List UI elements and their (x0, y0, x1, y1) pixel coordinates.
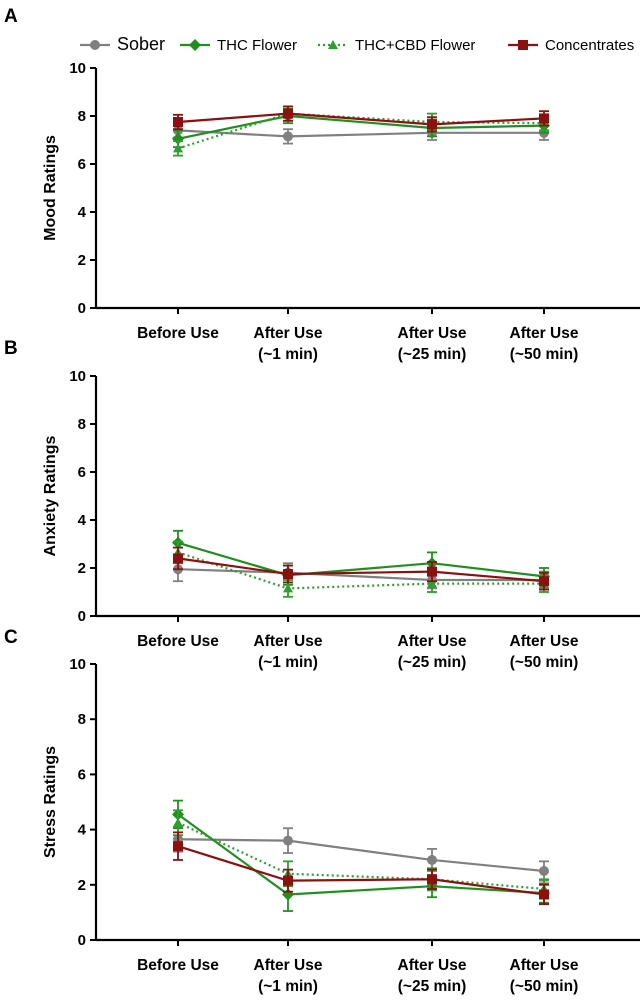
x-tick-label: Before Use (137, 325, 219, 342)
y-axis-label: Stress Ratings (42, 746, 59, 858)
series-line (177, 838, 545, 873)
series-concentrates (173, 546, 549, 591)
data-point (283, 875, 293, 886)
y-tick-label: 8 (78, 711, 86, 728)
series-line (177, 114, 545, 140)
data-point (173, 553, 183, 564)
data-point (283, 569, 293, 579)
x-tick-label: After Use (~1 min) (254, 633, 323, 671)
x-tick-label: After Use (~25 min) (398, 325, 467, 363)
y-tick-label: 4 (78, 512, 87, 529)
x-tick-label: After Use (~1 min) (254, 325, 323, 363)
legend-label: Concentrates (545, 37, 634, 54)
x-tick-label: After Use (~25 min) (398, 633, 467, 671)
legend-label: THC Flower (217, 37, 297, 54)
legend-label: Sober (117, 34, 165, 54)
legend-marker (328, 40, 338, 49)
legend-marker (518, 40, 528, 50)
panels: A 0 2 4 6 8 10 Mood Ratings Before Use After Use(… (4, 6, 640, 995)
series-line (177, 821, 545, 891)
series-thc-flower (172, 799, 550, 912)
x-tick-label: After Use (~25 min) (398, 957, 467, 995)
x-tick-label: After Use (~50 min) (510, 633, 579, 671)
y-tick-label: 8 (78, 416, 86, 433)
data-point (283, 108, 293, 119)
panel-b: B 0 2 4 6 8 10 Anxiety Ratings Before Use After U… (4, 338, 640, 671)
panel-a: A 0 2 4 6 8 10 Mood Ratings Before Use After Use(… (4, 6, 640, 363)
x-tick-label: After Use (~50 min) (510, 957, 579, 995)
y-tick-label: 0 (78, 932, 86, 949)
x-tick-label: Before Use (137, 633, 219, 650)
y-tick-label: 10 (69, 368, 86, 385)
series-thc-cbd-flower (173, 809, 549, 900)
data-point (427, 874, 437, 885)
series-line (177, 845, 545, 896)
series-thc-cbd-flower (173, 105, 549, 157)
series-thc-flower (172, 107, 550, 149)
data-point (283, 835, 293, 846)
series-line (177, 112, 545, 150)
panel-letter: C (4, 627, 18, 648)
y-tick-label: 2 (78, 877, 86, 894)
series-sober (173, 825, 549, 882)
data-point (173, 117, 183, 127)
y-axis-label: Anxiety Ratings (42, 435, 59, 556)
legend: Sober THC Flower THC+CBD Flower Concentrate… (80, 34, 634, 54)
y-tick-label: 6 (78, 464, 86, 481)
data-point (539, 113, 549, 124)
series-concentrates (173, 105, 549, 133)
panel-letter: B (4, 338, 18, 359)
y-tick-label: 4 (78, 822, 87, 839)
y-tick-label: 10 (69, 656, 86, 673)
y-tick-label: 2 (78, 252, 86, 269)
panel-c: C 0 2 4 6 8 10 Stress Ratings Before Use After Us… (4, 627, 640, 995)
y-tick-label: 8 (78, 108, 86, 125)
series-line (177, 568, 544, 582)
series-concentrates (173, 831, 549, 906)
series-line (177, 541, 545, 578)
legend-marker (90, 40, 100, 50)
data-point (283, 583, 293, 593)
legend-item-sober: Sober (80, 34, 165, 54)
data-point (427, 119, 437, 130)
series-line (177, 551, 544, 590)
series-line (177, 557, 545, 583)
data-point (539, 889, 549, 900)
x-tick-label: Before Use (137, 957, 219, 974)
y-tick-label: 2 (78, 560, 86, 577)
y-tick-label: 0 (78, 300, 86, 317)
data-point (427, 566, 437, 577)
legend-item-thc-cbd-flower: THC+CBD Flower (318, 37, 475, 54)
legend-label: THC+CBD Flower (355, 37, 475, 54)
data-point (427, 854, 437, 865)
x-tick-label: After Use (~1 min) (254, 957, 323, 995)
y-tick-label: 6 (78, 156, 86, 173)
legend-item-concentrates: Concentrates (508, 37, 634, 54)
y-tick-label: 4 (78, 204, 87, 221)
legend-marker (189, 39, 201, 51)
data-point (173, 143, 183, 153)
data-point (283, 131, 293, 142)
data-point (539, 866, 549, 876)
legend-item-thc-flower: THC Flower (180, 37, 297, 54)
y-tick-label: 10 (69, 60, 86, 77)
y-tick-label: 6 (78, 766, 86, 783)
y-tick-label: 0 (78, 608, 86, 625)
series-line (177, 813, 545, 896)
series-line (177, 112, 545, 126)
x-tick-label: After Use (~50 min) (510, 325, 579, 363)
series-line (177, 129, 544, 138)
panel-letter: A (4, 6, 18, 27)
data-point (427, 578, 437, 588)
y-axis-label: Mood Ratings (42, 135, 59, 241)
data-point (173, 817, 183, 827)
data-point (173, 841, 183, 852)
data-point (539, 576, 549, 587)
